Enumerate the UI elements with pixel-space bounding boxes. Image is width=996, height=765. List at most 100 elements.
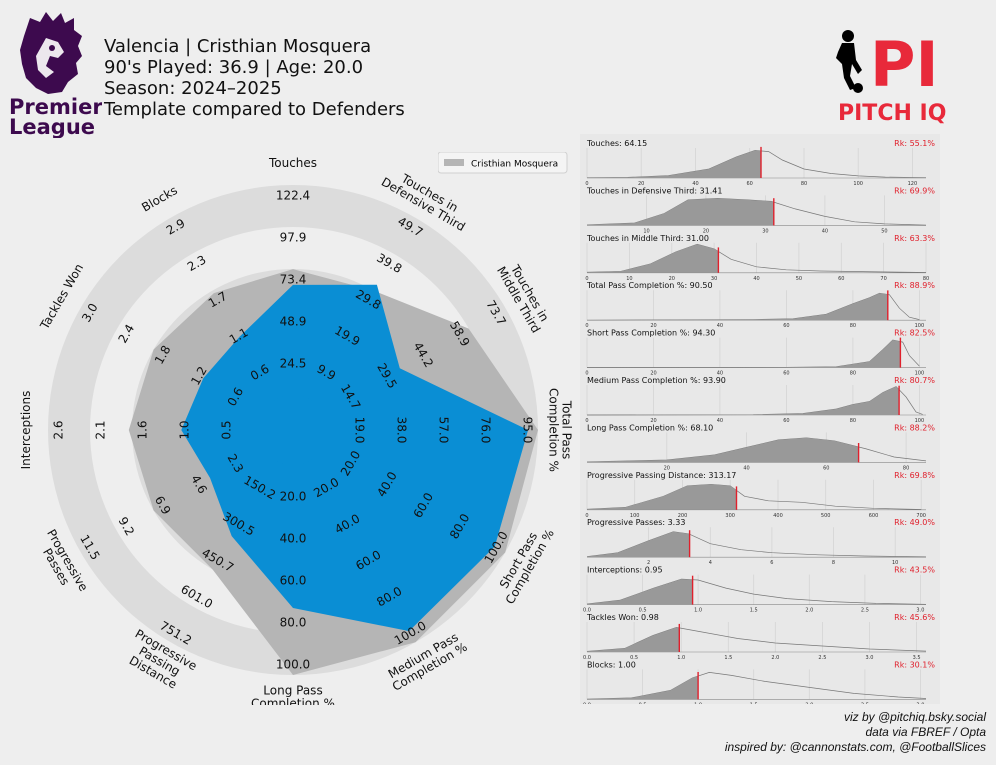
- density-tick-label: 300: [725, 513, 735, 519]
- radar-param-label: Touches: [268, 156, 317, 170]
- density-panel-label: Blocks: 1.00: [587, 660, 636, 669]
- radar-tick-label: 2.1: [94, 420, 108, 439]
- premier-league-logo: Premier League: [9, 12, 102, 138]
- radar-tick-label: 40.0: [280, 532, 307, 546]
- radar-param-label: Total PassCompletion %: [547, 388, 574, 472]
- density-panel-label: Interceptions: 0.95: [587, 566, 663, 575]
- density-tick-label: 100: [853, 181, 863, 187]
- density-tick-label: 100: [915, 371, 925, 377]
- radar-param-label-line: Total Pass: [560, 400, 574, 459]
- density-tick-label: 0: [585, 276, 588, 282]
- density-tick-label: 500: [821, 513, 831, 519]
- density-curve: [586, 243, 927, 273]
- density-tick-label: 80: [850, 371, 856, 377]
- density-tick-label: 80: [801, 181, 807, 187]
- density-tick-label: 0.0: [583, 702, 591, 704]
- radar-tick-label: 2.6: [52, 420, 66, 439]
- density-tick-label: 1.5: [750, 702, 758, 704]
- legend-box: [438, 152, 568, 174]
- radar-center-disc: [258, 395, 328, 465]
- density-tick-label: 1.0: [694, 702, 702, 704]
- density-panel: Progressive Passes: 3.33 Rk: 49.0% 2 4 6 8 10: [586, 518, 935, 566]
- legend-swatch: [444, 159, 464, 166]
- density-panel-label: Long Pass Completion %: 68.10: [587, 423, 713, 432]
- density-tick-label: 0.0: [583, 608, 591, 614]
- density-tick-label: 1.5: [750, 608, 758, 614]
- radar-tick-label: 80.0: [280, 616, 307, 630]
- density-panel-label: Touches: 64.15: [586, 139, 647, 148]
- density-tick-label: 60: [838, 276, 844, 282]
- radar-tick-label: 38.0: [395, 417, 409, 444]
- density-tick-label: 100: [630, 513, 640, 519]
- density-panel-rank: Rk: 43.5%: [894, 566, 935, 575]
- header-template: Template compared to Defenders: [104, 99, 405, 120]
- density-panel: Long Pass Completion %: 68.10 Rk: 88.2% 20…: [586, 423, 935, 471]
- density-tick-label: 20: [650, 323, 656, 329]
- density-tick-label: 2.5: [861, 608, 869, 614]
- density-curve: [586, 578, 927, 605]
- density-tick-label: 0: [585, 371, 588, 377]
- header-nineties: 90's Played: 36.9 | Age: 20.0: [104, 57, 364, 78]
- radar-tick-label: 100.0: [276, 658, 310, 672]
- density-tick-label: 100: [915, 418, 925, 424]
- radar-tick-label: 19.0: [353, 417, 367, 444]
- radar-param-label-line: Completion %: [251, 697, 335, 706]
- density-panel-label: Touches in Defensive Third: 31.41: [586, 186, 722, 195]
- density-panel-rank: Rk: 80.7%: [894, 376, 935, 385]
- density-fill: [587, 437, 859, 463]
- radar-tick-label: 1.6: [136, 420, 150, 439]
- radar-param-label: Long Pass Completion %: [251, 684, 335, 706]
- credits-inspired: inspired by: @cannonstats.com, @Football…: [724, 740, 986, 754]
- density-curve: [586, 627, 927, 652]
- density-tick-label: 40: [692, 181, 698, 187]
- radar-param-label: ProgressivePassingDistance: [120, 627, 200, 696]
- density-tick-label: 3.0: [916, 608, 924, 614]
- radar-tick-label: 122.4: [276, 189, 310, 203]
- density-tick-label: 1.5: [724, 655, 732, 661]
- density-tick-label: 0: [585, 513, 588, 519]
- density-panel: Short Pass Completion %: 94.30 Rk: 82.5% 0…: [585, 329, 935, 377]
- density-tick-label: 3.0: [916, 702, 924, 704]
- density-tick-label: 50: [881, 228, 887, 234]
- density-tick-label: 20: [638, 181, 644, 187]
- credits-viz: viz by @pitchiq.bsky.social: [843, 710, 986, 724]
- density-panel-rank: Rk: 63.3%: [894, 234, 935, 243]
- density-tick-label: 2.0: [805, 702, 813, 704]
- density-tick-label: 0.5: [639, 702, 647, 704]
- density-panel: Progressive Passing Distance: 313.17 Rk: …: [585, 471, 935, 519]
- density-panel-rank: Rk: 88.9%: [894, 281, 935, 290]
- radar-tick-label: 57.0: [437, 417, 451, 444]
- density-panel-label: Short Pass Completion %: 94.30: [587, 329, 715, 338]
- density-tick-label: 30: [762, 228, 768, 234]
- density-panel-label: Medium Pass Completion %: 93.90: [587, 376, 726, 385]
- density-tick-label: 100: [915, 323, 925, 329]
- density-panel-label: Progressive Passes: 3.33: [587, 518, 685, 527]
- density-fill: [587, 676, 699, 700]
- density-panel-label: Progressive Passing Distance: 313.17: [587, 471, 736, 480]
- density-panel: Tackles Won: 0.98 Rk: 45.6% 0.0 0.5 1.0 1.5 2.…: [583, 613, 935, 661]
- density-tick-label: 40: [717, 418, 723, 424]
- density-panel: Medium Pass Completion %: 93.90 Rk: 80.7%…: [585, 376, 935, 424]
- density-tick-label: 0: [585, 418, 588, 424]
- density-tick-label: 20: [650, 371, 656, 377]
- legend-label: Cristhian Mosquera: [471, 160, 558, 170]
- density-tick-label: 70: [880, 276, 886, 282]
- header-season: Season: 2024–2025: [104, 78, 282, 99]
- density-tick-label: 20: [669, 276, 675, 282]
- density-fill: [587, 340, 901, 368]
- density-panel: Touches in Middle Third: 31.00 Rk: 63.3% 0…: [585, 234, 935, 282]
- density-panel-rank: Rk: 45.6%: [894, 613, 935, 622]
- legend: Cristhian Mosquera: [438, 152, 568, 174]
- radar-param-label-line: Touches: [268, 156, 317, 170]
- density-tick-label: 40: [822, 228, 828, 234]
- density-tick-label: 80: [850, 323, 856, 329]
- density-panel-label: Touches in Middle Third: 31.00: [586, 234, 709, 243]
- density-panel-rank: Rk: 69.8%: [894, 471, 935, 480]
- density-tick-label: 0.0: [583, 655, 591, 661]
- density-tick-label: 80: [903, 465, 909, 471]
- density-panel-rank: Rk: 82.5%: [894, 329, 935, 338]
- density-tick-label: 10: [643, 228, 649, 234]
- density-tick-label: 700: [916, 513, 926, 519]
- density-tick-label: 20: [650, 418, 656, 424]
- density-fill: [587, 386, 900, 415]
